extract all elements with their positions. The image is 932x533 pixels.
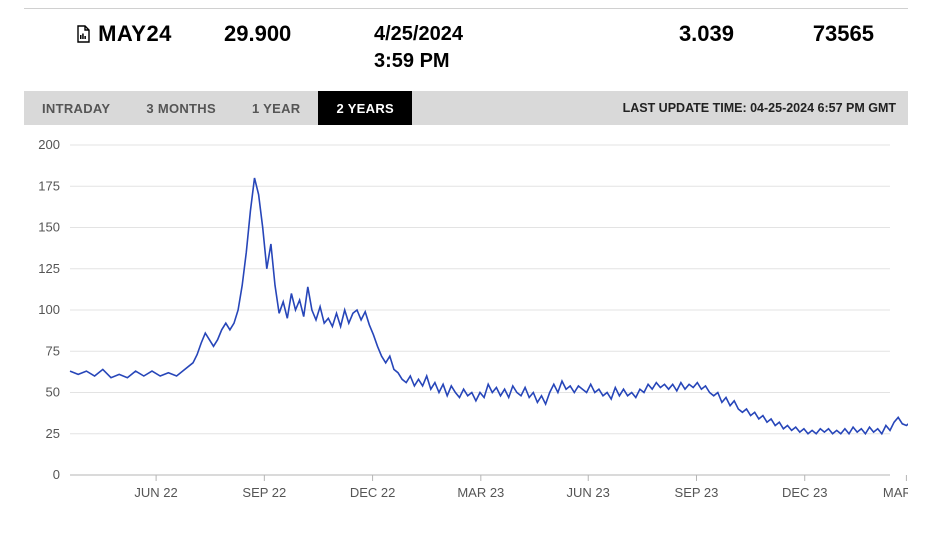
svg-text:75: 75 [46, 343, 60, 358]
svg-text:DEC 22: DEC 22 [350, 485, 396, 500]
date-value: 4/25/2024 [374, 21, 594, 48]
last-update-time: LAST UPDATE TIME: 04-25-2024 6:57 PM GMT [611, 101, 908, 115]
tabs-bar: INTRADAY3 MONTHS1 YEAR2 YEARS LAST UPDATE… [24, 91, 908, 125]
svg-text:200: 200 [38, 137, 60, 152]
document-icon [76, 25, 90, 43]
svg-text:175: 175 [38, 178, 60, 193]
svg-text:25: 25 [46, 426, 60, 441]
tab-1-year[interactable]: 1 YEAR [234, 91, 319, 125]
tab-3-months[interactable]: 3 MONTHS [128, 91, 234, 125]
header-row: MAY24 29.900 4/25/2024 3:59 PM 3.039 735… [24, 9, 908, 91]
svg-text:JUN 22: JUN 22 [134, 485, 177, 500]
tab-intraday[interactable]: INTRADAY [24, 91, 128, 125]
svg-text:150: 150 [38, 220, 60, 235]
price-value: 29.900 [224, 21, 374, 47]
svg-text:100: 100 [38, 302, 60, 317]
value-a: 3.039 [594, 21, 734, 47]
svg-text:50: 50 [46, 385, 60, 400]
svg-text:DEC 23: DEC 23 [782, 485, 828, 500]
symbol-label: MAY24 [98, 21, 172, 47]
svg-text:SEP 23: SEP 23 [675, 485, 719, 500]
value-b: 73565 [734, 21, 874, 47]
svg-text:SEP 22: SEP 22 [242, 485, 286, 500]
svg-text:JUN 23: JUN 23 [567, 485, 610, 500]
svg-text:MAR 23: MAR 23 [457, 485, 504, 500]
tab-2-years[interactable]: 2 YEARS [318, 91, 412, 125]
price-chart: 0 25 50 75 100 125 150 175 200 JUN 22 SEP 22 DEC 22… [24, 133, 908, 513]
time-value: 3:59 PM [374, 48, 594, 75]
svg-text:MAR 24: MAR 24 [883, 485, 908, 500]
svg-text:0: 0 [53, 467, 60, 482]
svg-text:125: 125 [38, 261, 60, 276]
